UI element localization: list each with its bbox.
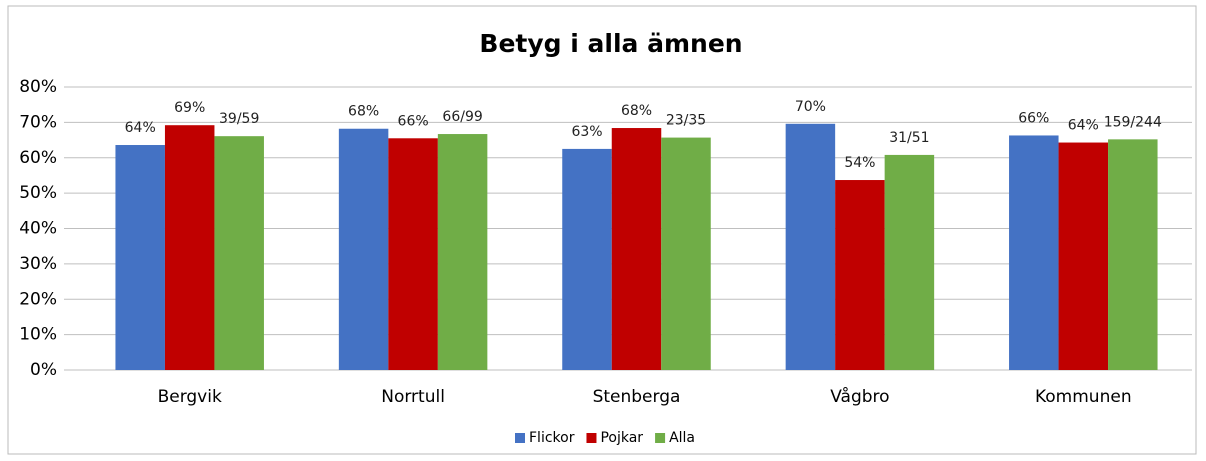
legend-swatch bbox=[586, 433, 597, 443]
bar bbox=[214, 136, 264, 370]
bar bbox=[884, 154, 935, 370]
y-tick-label: 30% bbox=[19, 254, 57, 274]
data-label: 54% bbox=[844, 155, 875, 171]
bar bbox=[164, 125, 215, 370]
data-label: 31/51 bbox=[889, 130, 929, 146]
bar bbox=[562, 148, 612, 370]
bar bbox=[388, 138, 438, 370]
y-tick-label: 0% bbox=[30, 360, 57, 380]
bar bbox=[115, 145, 165, 370]
bar bbox=[1058, 142, 1109, 370]
data-label: 68% bbox=[621, 103, 652, 119]
data-label: 64% bbox=[1068, 118, 1099, 134]
data-label: 159/244 bbox=[1104, 114, 1162, 130]
data-label: 70% bbox=[795, 99, 826, 115]
data-label: 39/59 bbox=[219, 111, 259, 127]
chart-title: Betyg i alla ämnen bbox=[479, 29, 742, 58]
data-label: 69% bbox=[174, 100, 205, 116]
y-tick-label: 70% bbox=[19, 112, 57, 132]
y-tick-label: 10% bbox=[19, 325, 57, 345]
y-tick-label: 20% bbox=[19, 289, 57, 309]
x-tick-label: Vågbro bbox=[830, 386, 889, 407]
bar bbox=[835, 180, 885, 370]
data-label: 63% bbox=[571, 124, 602, 140]
y-tick-label: 80% bbox=[19, 77, 57, 97]
data-label: 23/35 bbox=[666, 113, 706, 129]
y-tick-label: 60% bbox=[19, 148, 57, 168]
legend-swatch bbox=[515, 433, 525, 443]
data-label: 68% bbox=[348, 104, 379, 120]
bar bbox=[661, 137, 711, 370]
y-tick-label: 50% bbox=[19, 183, 57, 203]
bar bbox=[437, 134, 488, 370]
x-tick-label: Stenberga bbox=[593, 387, 681, 407]
x-tick-label: Bergvik bbox=[158, 387, 222, 407]
legend-label: Alla bbox=[669, 430, 695, 446]
bar bbox=[611, 128, 662, 370]
bar bbox=[1108, 139, 1158, 370]
data-label: 66/99 bbox=[442, 109, 482, 125]
data-label: 64% bbox=[125, 120, 156, 136]
bar bbox=[785, 123, 836, 370]
legend-label: Pojkar bbox=[600, 430, 643, 446]
x-tick-label: Kommunen bbox=[1035, 387, 1132, 407]
data-label: 66% bbox=[398, 113, 429, 129]
bar bbox=[1009, 135, 1059, 370]
data-label: 66% bbox=[1018, 110, 1049, 126]
bar bbox=[338, 128, 389, 370]
legend-label: Flickor bbox=[529, 430, 575, 446]
legend-swatch bbox=[655, 433, 666, 443]
y-tick-label: 40% bbox=[19, 219, 57, 239]
x-tick-label: Norrtull bbox=[381, 387, 445, 407]
